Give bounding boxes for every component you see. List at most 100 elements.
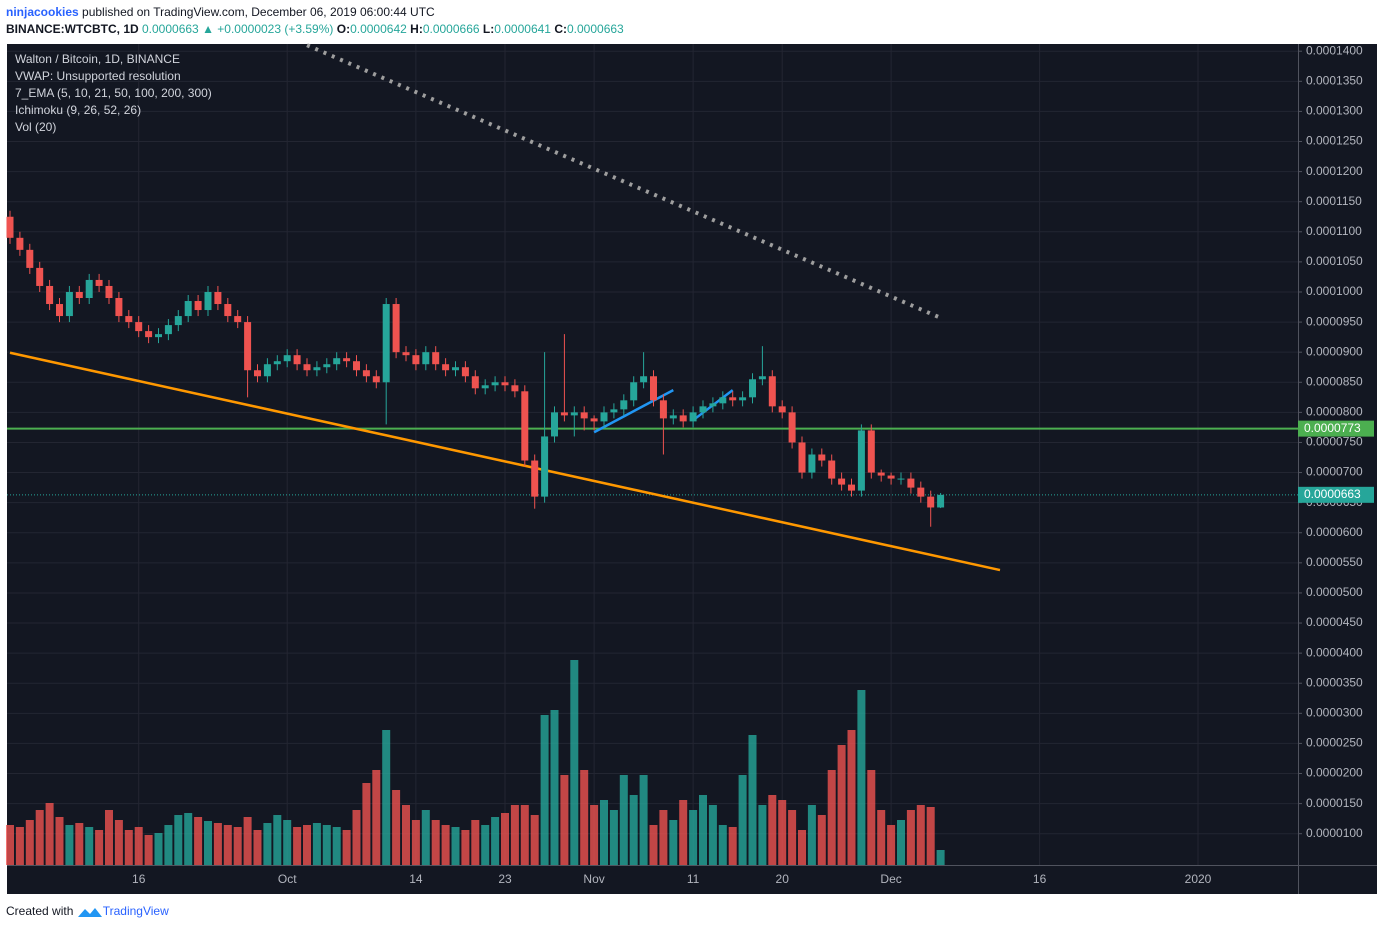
- candle-body: [303, 364, 311, 371]
- volume-bar: [718, 825, 727, 865]
- candle-body: [630, 382, 638, 401]
- candle-body: [679, 415, 687, 422]
- candle-body: [105, 285, 113, 299]
- volume-bar: [708, 805, 717, 865]
- candle-body: [650, 376, 657, 401]
- price-tag-label: 0.0000773: [1304, 421, 1361, 435]
- y-tick-label: 0.0000950: [1306, 314, 1363, 328]
- candle-body: [887, 475, 895, 479]
- volume-bar: [629, 795, 638, 865]
- candle-body: [432, 352, 440, 365]
- y-tick-label: 0.0000250: [1306, 736, 1363, 750]
- volume-bar: [728, 827, 737, 865]
- ohlc-label: L:: [482, 22, 495, 36]
- y-tick-label: 0.0001000: [1306, 284, 1363, 298]
- volume-bar: [580, 770, 589, 865]
- volume-bar: [372, 770, 381, 865]
- candle-body: [283, 355, 291, 362]
- volume-bar: [332, 827, 341, 865]
- volume-bar: [174, 815, 183, 865]
- candle-body: [16, 237, 24, 250]
- volume-bar: [926, 807, 935, 865]
- volume-bar: [213, 823, 222, 865]
- legend-entry: Vol (20): [15, 120, 56, 134]
- symbol: BINANCE:WTCBTC, 1D: [6, 22, 139, 36]
- trend-line: [593, 388, 674, 434]
- volume-bar: [164, 825, 173, 865]
- volume-bar: [85, 827, 94, 865]
- candle-body: [867, 430, 875, 473]
- candle-body: [26, 249, 34, 268]
- volume-bar: [461, 830, 470, 865]
- volume-bar: [778, 800, 787, 865]
- candle-body: [798, 442, 806, 473]
- candle-body: [145, 331, 153, 338]
- x-tick-label: Dec: [880, 872, 901, 886]
- volume-bar: [243, 817, 252, 865]
- candle-body: [293, 355, 301, 365]
- candle-body: [501, 382, 509, 386]
- candle-body: [927, 496, 935, 508]
- candle-body: [541, 436, 549, 497]
- candle-body: [254, 370, 261, 377]
- volume-bar: [184, 813, 193, 865]
- candle-body: [857, 430, 865, 491]
- volume-bar: [95, 830, 104, 865]
- candle-body: [937, 494, 945, 508]
- ohlc-label: H:: [410, 22, 423, 36]
- candle-body: [531, 460, 539, 497]
- candle-body: [194, 301, 202, 311]
- volume-bar: [788, 810, 797, 865]
- y-tick-label: 0.0000400: [1306, 645, 1363, 659]
- volume-bar: [738, 775, 747, 865]
- volume-bar: [679, 800, 688, 865]
- y-tick-label: 0.0000150: [1306, 796, 1363, 810]
- candle-body: [640, 376, 648, 383]
- volume-bar: [134, 827, 143, 865]
- volume-bar: [510, 805, 519, 865]
- volume-bar: [877, 810, 886, 865]
- y-tick-label: 0.0000200: [1306, 766, 1363, 780]
- volume-bar: [590, 805, 599, 865]
- volume-bar: [906, 810, 915, 865]
- volume-bar: [303, 825, 311, 865]
- candle-body: [402, 352, 410, 356]
- volume-bar: [570, 660, 579, 865]
- candle-body: [392, 304, 400, 353]
- volume-bar: [659, 810, 668, 865]
- x-tick-label: Oct: [278, 872, 297, 886]
- candle-body: [452, 367, 459, 371]
- candle-body: [184, 301, 192, 317]
- x-tick-label: 20: [776, 872, 790, 886]
- volume-bar: [649, 825, 658, 865]
- brand: TradingView: [102, 904, 169, 918]
- candle-body: [729, 397, 737, 401]
- candle-body: [917, 487, 925, 497]
- volume-bar: [471, 820, 480, 865]
- candle-body: [85, 279, 93, 299]
- candle-body: [224, 304, 232, 317]
- candle-body: [511, 385, 519, 392]
- change: ▲ +0.0000023 (+3.59%): [202, 22, 334, 36]
- candle-body: [739, 397, 747, 401]
- candle-body: [461, 367, 469, 377]
- candle-body: [95, 279, 103, 286]
- candle-body: [382, 304, 390, 383]
- volume-bar: [748, 735, 757, 865]
- candle-body: [244, 322, 252, 371]
- last-price: 0.0000663: [142, 22, 199, 36]
- trend-line: [9, 351, 1001, 572]
- volume-bar: [402, 805, 410, 865]
- candle-body: [590, 418, 598, 422]
- candle-body: [828, 460, 836, 479]
- volume-bar: [481, 825, 490, 865]
- volume-bar: [421, 810, 430, 865]
- y-tick-label: 0.0001400: [1306, 43, 1363, 57]
- legend-entry: Walton / Bitcoin, 1D, BINANCE: [15, 52, 180, 66]
- candle-body: [343, 358, 351, 362]
- candle-body: [580, 412, 588, 419]
- x-tick-label: 2020: [1185, 872, 1212, 886]
- y-tick-label: 0.0000300: [1306, 705, 1363, 719]
- candle-body: [669, 415, 677, 419]
- ohlc-value: 0.0000666: [422, 22, 480, 36]
